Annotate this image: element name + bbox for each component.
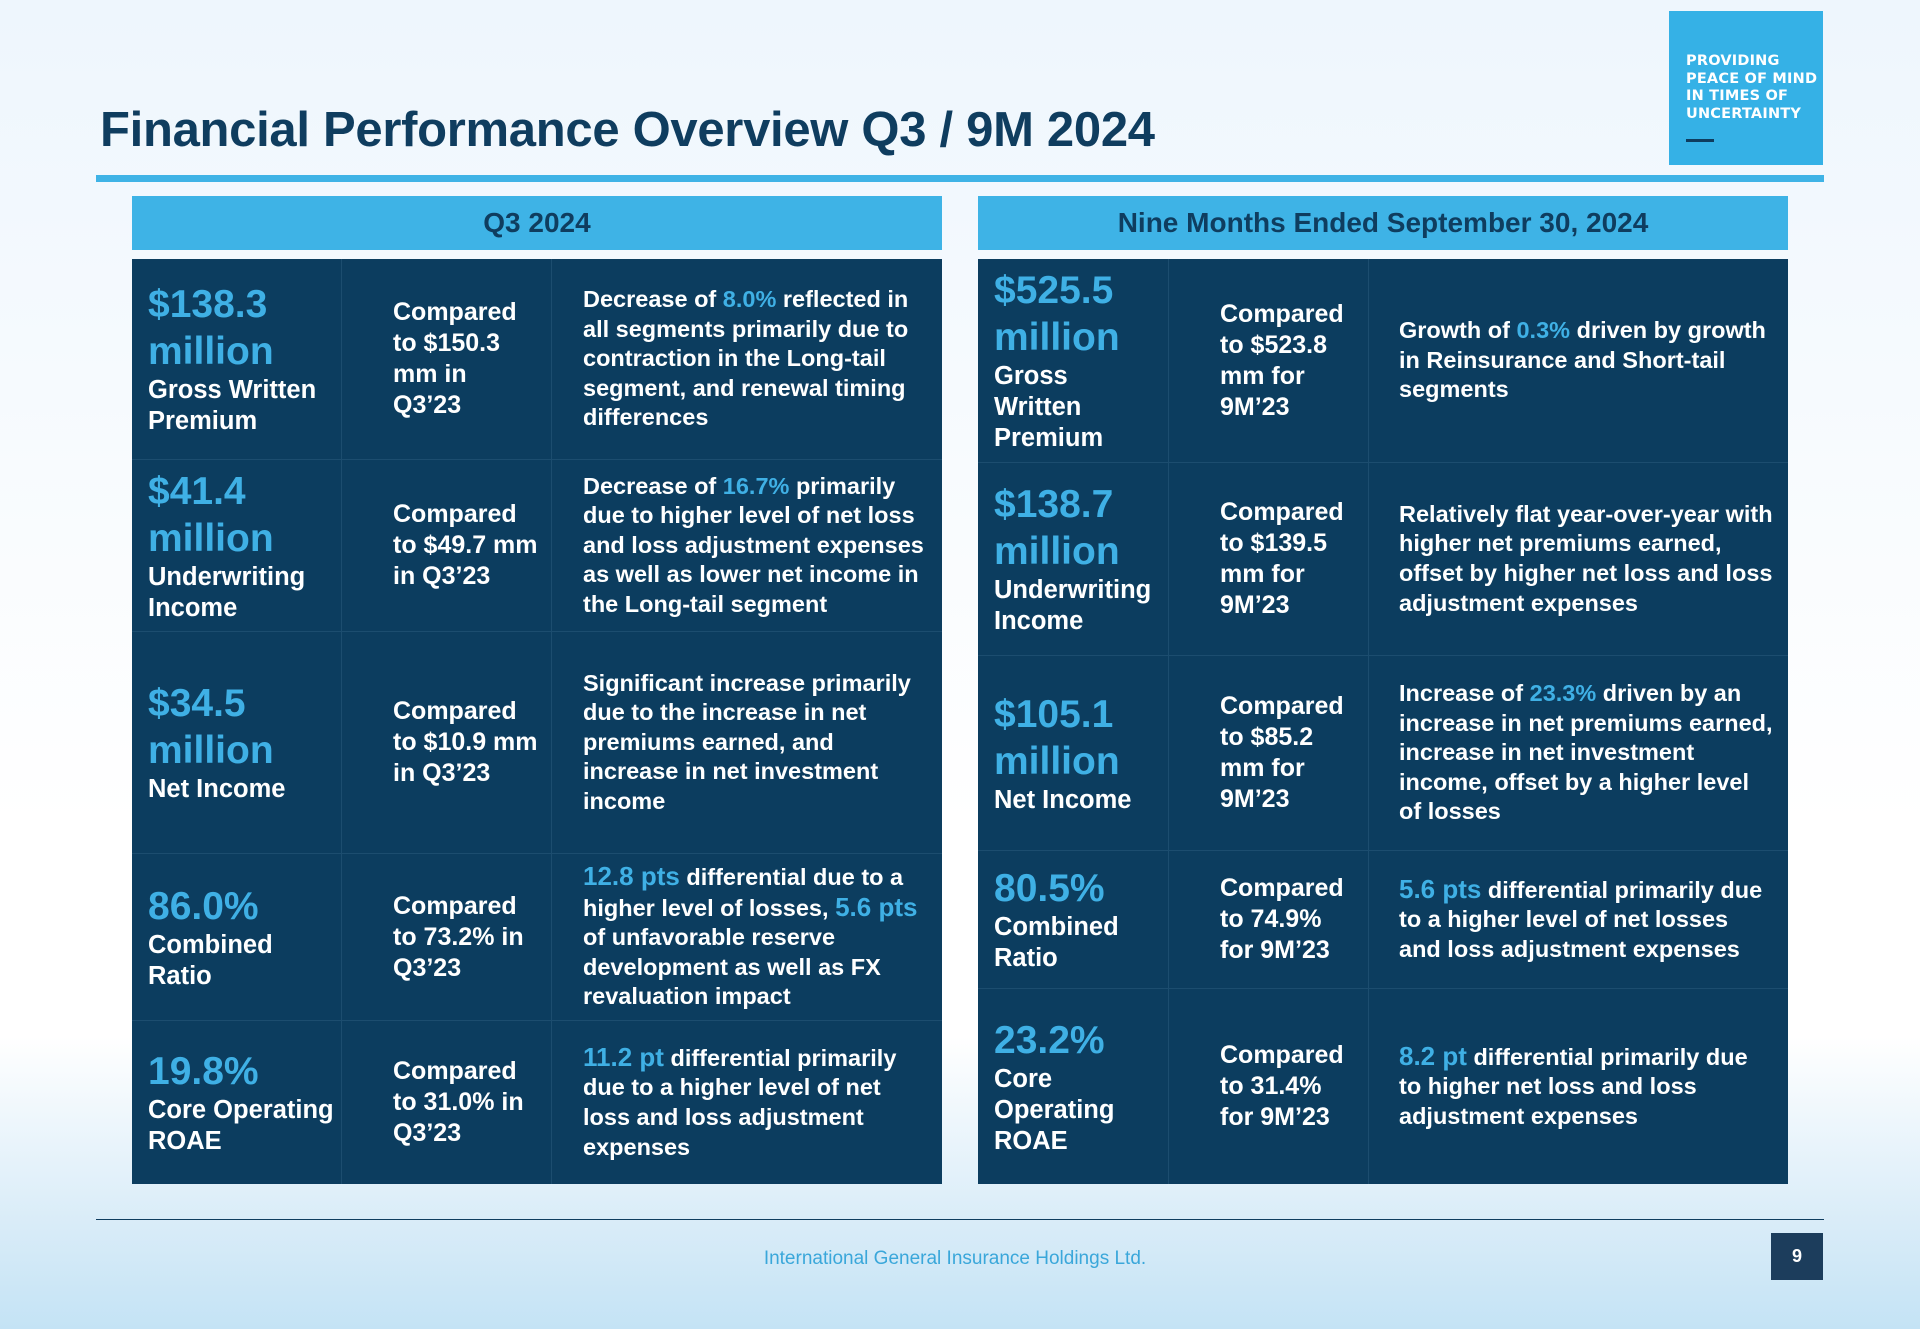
metric-value: 19.8%: [148, 1050, 259, 1093]
metric-value: 80.5%: [994, 867, 1105, 910]
comparison-cell: Compared to 74.9% for 9M’23: [1169, 851, 1369, 988]
metric-label: Net Income: [148, 775, 286, 803]
metric-cell: $138.7 million Underwriting Income: [978, 463, 1169, 655]
commentary-cell: 11.2 pt differential primarily due to a …: [552, 1021, 942, 1184]
q3-metrics-table: $138.3 million Gross Written Premium Com…: [132, 259, 942, 1184]
commentary-cell: Decrease of 16.7% primarily due to highe…: [552, 460, 942, 631]
metric-value: 86.0%: [148, 884, 259, 928]
comparison-cell: Compared to $49.7 mm in Q3’23: [342, 460, 552, 631]
table-row: 80.5% Combined Ratio Compared to 74.9% f…: [978, 851, 1788, 989]
commentary-text: of unfavorable reserve development as we…: [583, 924, 881, 1010]
metric-value: $34.5 million: [148, 682, 274, 772]
metric-value: $525.5 million: [994, 269, 1120, 359]
commentary-text: driven by growth in Reinsurance and Shor…: [1399, 317, 1766, 403]
metric-label: Core Operating ROAE: [148, 1096, 334, 1155]
page-number: 9: [1771, 1233, 1823, 1280]
commentary-text: Decrease of: [583, 286, 723, 313]
table-row: $525.5 million Gross Written Premium Com…: [978, 259, 1788, 463]
metric-label: Combined Ratio: [148, 930, 273, 990]
brand-badge: PROVIDING PEACE OF MIND IN TIMES OF UNCE…: [1669, 11, 1823, 165]
commentary-highlight: 12.8 pts: [583, 861, 680, 892]
commentary-highlight: 8.0%: [722, 286, 777, 313]
comparison-cell: Compared to 31.0% in Q3’23: [342, 1021, 552, 1184]
commentary-cell: Significant increase primarily due to th…: [552, 632, 942, 853]
comparison-cell: Compared to 31.4% for 9M’23: [1169, 989, 1369, 1184]
commentary-text: primarily due to higher level of net los…: [583, 472, 924, 617]
metric-cell: $105.1 million Net Income: [978, 656, 1169, 850]
metric-label: Underwriting Income: [148, 562, 306, 622]
comparison-cell: Compared to $523.8 mm for 9M’23: [1169, 259, 1369, 462]
metric-label: Net Income: [994, 785, 1132, 814]
commentary-text: differential primarily due to a higher l…: [583, 1044, 897, 1160]
commentary-cell: 8.2 pt differential primarily due to hig…: [1369, 989, 1788, 1184]
badge-tagline: PROVIDING PEACE OF MIND IN TIMES OF UNCE…: [1686, 53, 1818, 122]
comparison-cell: Compared to 73.2% in Q3’23: [342, 854, 552, 1020]
commentary-highlight: 11.2 pt: [583, 1041, 664, 1072]
commentary-cell: Decrease of 8.0% reflected in all segmen…: [552, 259, 942, 459]
commentary-text: driven by an increase in net premiums ea…: [1399, 680, 1773, 825]
table-row: $105.1 million Net Income Compared to $8…: [978, 656, 1788, 851]
commentary-text: Growth of: [1399, 317, 1517, 344]
commentary-highlight: 5.6 pts: [1399, 873, 1482, 904]
comparison-cell: Compared to $150.3 mm in Q3’23: [342, 259, 552, 459]
metric-label: Underwriting Income: [994, 576, 1152, 635]
comparison-cell: Compared to $139.5 mm for 9M’23: [1169, 463, 1369, 655]
footer-company: International General Insurance Holdings…: [763, 1248, 1147, 1269]
commentary-cell: 5.6 pts differential primarily due to a …: [1369, 851, 1788, 988]
commentary-text: Decrease of: [583, 472, 723, 499]
commentary-text: differential due to a higher level of lo…: [583, 864, 904, 921]
metric-cell: $34.5 million Net Income: [132, 632, 342, 853]
metric-label: Gross Written Premium: [994, 362, 1104, 452]
commentary-highlight: 23.3%: [1529, 680, 1597, 707]
commentary-text: differential primarily due to a higher l…: [1399, 876, 1763, 962]
table-row: $34.5 million Net Income Compared to $10…: [132, 632, 942, 854]
metric-label: Gross Written Premium: [148, 376, 317, 435]
comparison-cell: Compared to $85.2 mm for 9M’23: [1169, 656, 1369, 850]
commentary-text: reflected in all segments primarily due …: [583, 286, 909, 431]
metric-cell: 23.2% Core Operating ROAE: [978, 989, 1169, 1184]
nine-months-panel: Nine Months Ended September 30, 2024 $52…: [978, 196, 1788, 1184]
metric-cell: $138.3 million Gross Written Premium: [132, 259, 342, 459]
commentary-text: differential primarily due to higher net…: [1399, 1043, 1748, 1129]
table-row: $138.3 million Gross Written Premium Com…: [132, 259, 942, 460]
commentary-text: Significant increase primarily due to th…: [583, 669, 911, 814]
q3-panel-header: Q3 2024: [132, 196, 942, 250]
footer-divider: [96, 1219, 1824, 1220]
table-row: $138.7 million Underwriting Income Compa…: [978, 463, 1788, 656]
table-row: $41.4 million Underwriting Income Compar…: [132, 460, 942, 632]
metric-label: Combined Ratio: [994, 913, 1119, 972]
commentary-highlight: 16.7%: [722, 472, 790, 499]
q3-panel: Q3 2024 $138.3 million Gross Written Pre…: [132, 196, 942, 1184]
metric-value: $138.3 million: [148, 283, 274, 373]
metric-cell: 80.5% Combined Ratio: [978, 851, 1169, 988]
commentary-text: Relatively flat year-over-year with high…: [1399, 500, 1773, 616]
commentary-cell: Increase of 23.3% driven by an increase …: [1369, 656, 1788, 850]
table-row: 86.0% Combined Ratio Compared to 73.2% i…: [132, 854, 942, 1021]
comparison-cell: Compared to $10.9 mm in Q3’23: [342, 632, 552, 853]
commentary-highlight: 5.6 pts: [835, 891, 918, 922]
nine-months-metrics-table: $525.5 million Gross Written Premium Com…: [978, 259, 1788, 1184]
metric-cell: 19.8% Core Operating ROAE: [132, 1021, 342, 1184]
commentary-highlight: 0.3%: [1516, 317, 1571, 344]
table-row: 19.8% Core Operating ROAE Compared to 31…: [132, 1021, 942, 1184]
metric-value: $105.1 million: [994, 692, 1120, 783]
metric-value: 23.2%: [994, 1018, 1105, 1062]
nine-months-panel-header: Nine Months Ended September 30, 2024: [978, 196, 1788, 250]
metric-cell: 86.0% Combined Ratio: [132, 854, 342, 1020]
metric-label: Core Operating ROAE: [994, 1064, 1115, 1155]
title-underline: [96, 175, 1824, 182]
page-title: Financial Performance Overview Q3 / 9M 2…: [100, 103, 1155, 157]
commentary-cell: 12.8 pts differential due to a higher le…: [552, 854, 942, 1020]
commentary-text: Increase of: [1399, 680, 1530, 707]
commentary-highlight: 8.2 pt: [1399, 1040, 1467, 1071]
badge-dash: [1686, 139, 1714, 142]
commentary-cell: Relatively flat year-over-year with high…: [1369, 463, 1788, 655]
metric-value: $41.4 million: [148, 469, 274, 560]
commentary-cell: Growth of 0.3% driven by growth in Reins…: [1369, 259, 1788, 462]
metric-value: $138.7 million: [994, 483, 1120, 573]
table-row: 23.2% Core Operating ROAE Compared to 31…: [978, 989, 1788, 1184]
metric-cell: $41.4 million Underwriting Income: [132, 460, 342, 631]
metric-cell: $525.5 million Gross Written Premium: [978, 259, 1169, 462]
